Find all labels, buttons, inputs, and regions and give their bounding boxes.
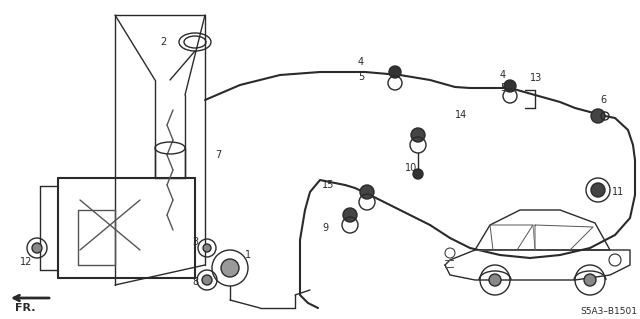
Text: 14: 14 [455,110,467,120]
Text: 6: 6 [600,95,606,105]
Text: 11: 11 [612,187,624,197]
Circle shape [203,244,211,252]
Circle shape [584,274,596,286]
Text: 9: 9 [322,223,328,233]
Circle shape [360,185,374,199]
Text: 13: 13 [530,73,542,83]
Circle shape [343,208,357,222]
Text: 5: 5 [358,72,364,82]
Text: S5A3–B1501: S5A3–B1501 [580,308,637,316]
Text: 4: 4 [358,57,364,67]
Text: 4: 4 [500,70,506,80]
Text: 3: 3 [192,237,198,247]
Circle shape [221,259,239,277]
Circle shape [202,275,212,285]
Circle shape [411,128,425,142]
Circle shape [591,109,605,123]
Text: 5: 5 [500,83,506,93]
Circle shape [389,66,401,78]
Circle shape [489,274,501,286]
Circle shape [591,183,605,197]
Circle shape [32,243,42,253]
Circle shape [413,169,423,179]
Circle shape [504,80,516,92]
Text: 2: 2 [160,37,166,47]
Text: 15: 15 [322,180,334,190]
Text: 12: 12 [20,257,33,267]
Text: 1: 1 [245,250,251,260]
Text: 8: 8 [192,277,198,287]
Text: FR.: FR. [15,303,35,313]
Text: 10: 10 [405,163,417,173]
Text: 7: 7 [215,150,221,160]
